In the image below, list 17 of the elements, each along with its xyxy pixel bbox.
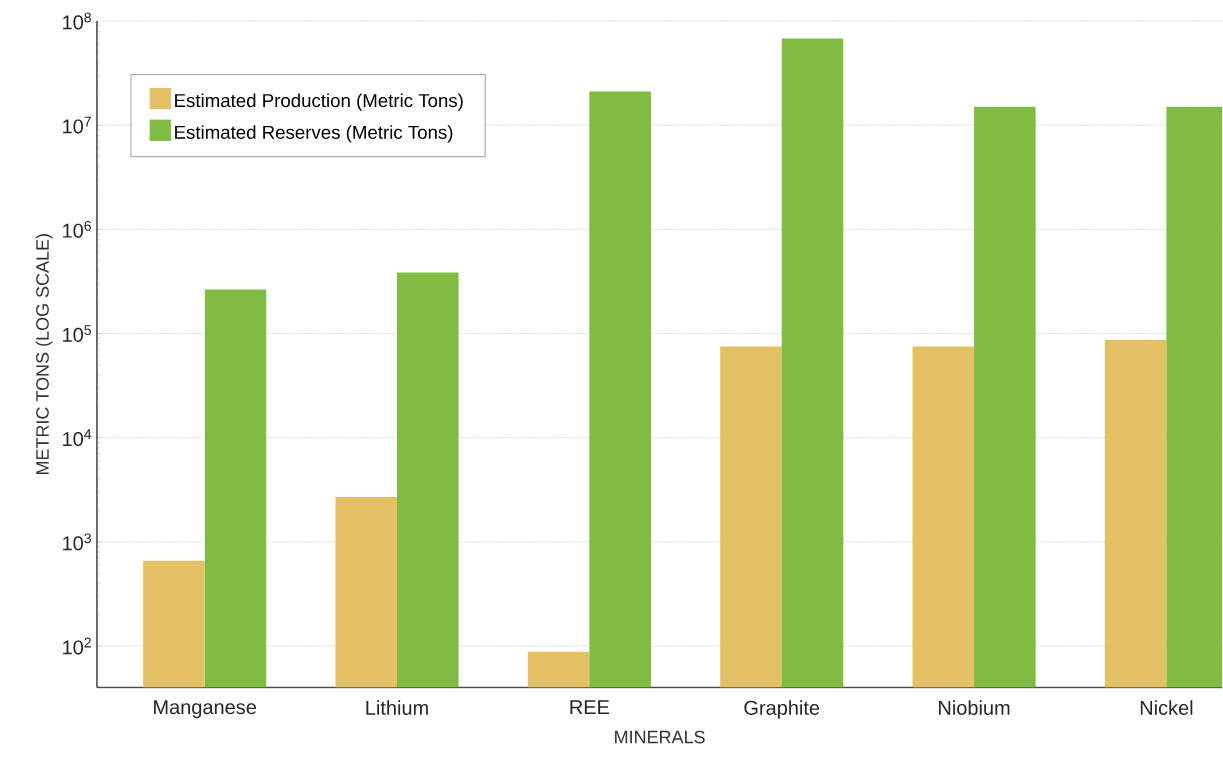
x-tick-label: Niobium [939,700,1010,715]
legend-label: Estimated Production (Metric Tons) [175,93,463,111]
y-tick-label: 10$^{3}$ [63,533,91,551]
y-tick-label: 10$^{2}$ [63,637,91,655]
legend-label: Estimated Reserves (Metric Tons) [175,124,453,143]
x-tick-label: Graphite [744,700,820,719]
x-tick-label: Lithium [366,700,428,715]
y-axis-title: METRIC TONS (LOG SCALE) [35,233,53,474]
y-tick-label: 10$^{8}$ [63,12,91,30]
y-tick-label: 10$^{4}$ [63,429,92,446]
y-tick-label: 10$^{5}$ [63,324,91,342]
y-tick-label: 10$^{7}$ [63,116,91,134]
x-tick-label: Nickel [1140,700,1193,715]
x-tick-label: REE [570,700,610,714]
x-axis-title: MINERALS [615,730,705,744]
x-tick-label: Manganese [154,700,256,718]
y-tick-label: 10$^{6}$ [63,220,91,238]
